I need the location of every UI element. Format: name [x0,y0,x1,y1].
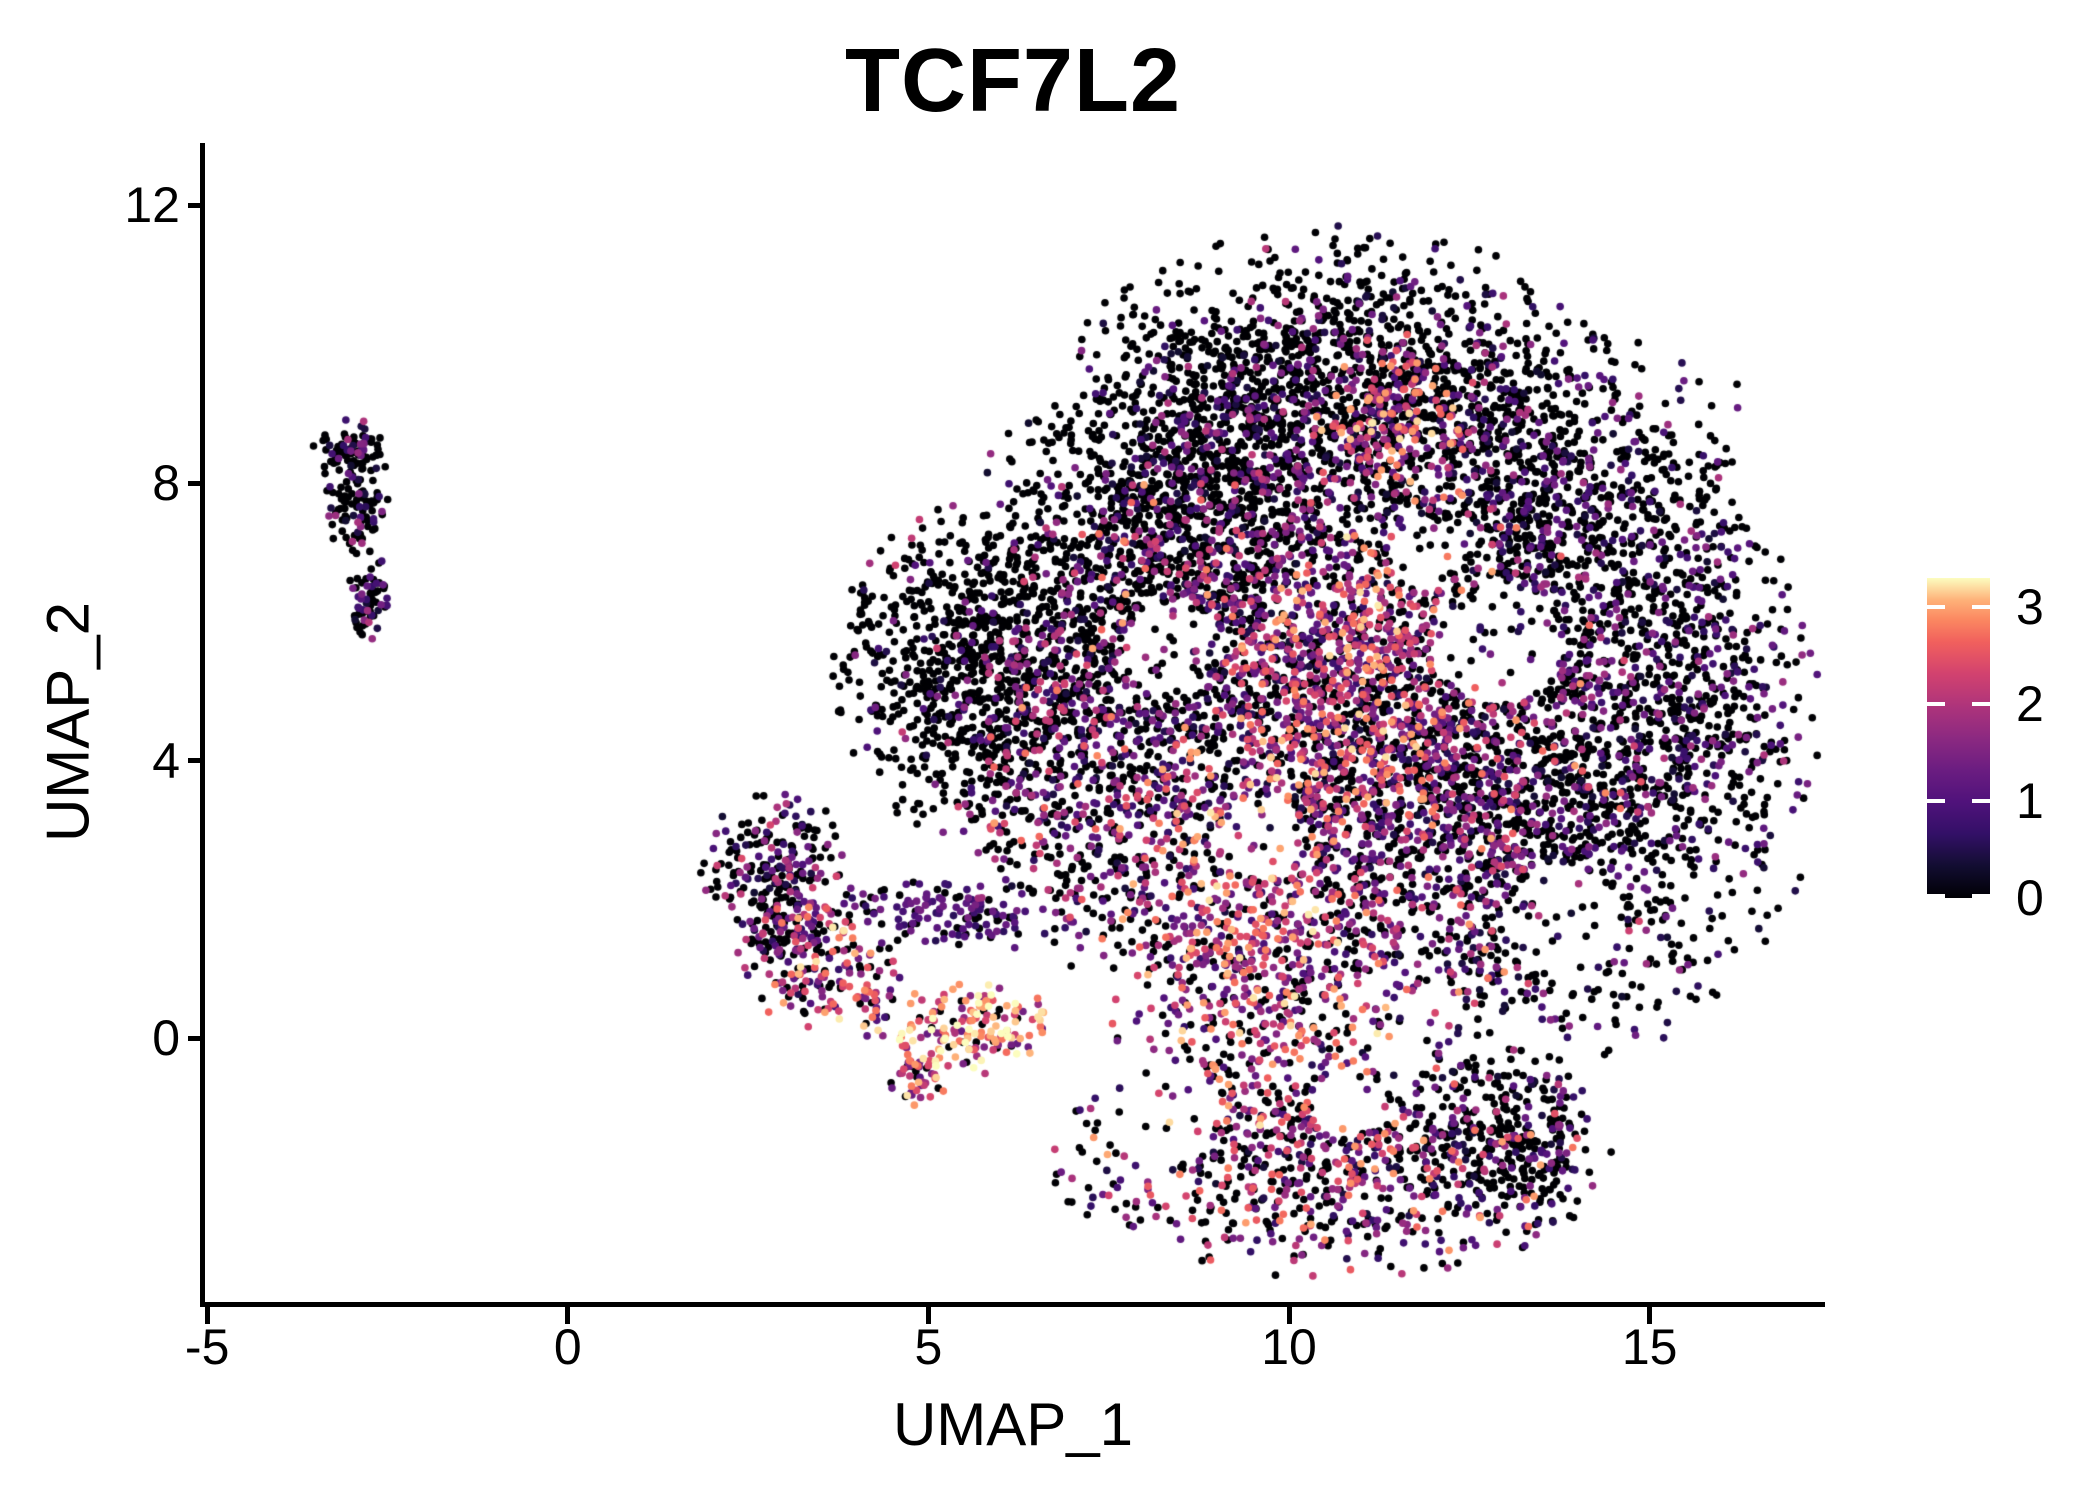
x-axis-title: UMAP_1 [892,1391,1134,1458]
y-tick-label: 8 [152,455,180,512]
colorbar-tick-label: 3 [2016,579,2044,636]
x-tick-mark [565,1307,571,1324]
x-tick-mark [1647,1307,1653,1324]
x-tick-mark [204,1307,210,1324]
colorbar-tick-label: 2 [2016,676,2044,733]
colorbar-tick-mark [1972,799,1990,804]
x-tick-label: 10 [1261,1319,1317,1375]
expression-colorbar [1927,578,1990,898]
y-tick-mark [188,202,205,208]
colorbar-tick-mark [1972,894,1990,898]
plot-title: TCF7L2 [844,31,1182,131]
colorbar-tick-mark [1927,605,1945,610]
plot-panel [200,143,1825,1307]
x-tick-label: 0 [553,1319,582,1375]
colorbar-tick-label: 0 [2016,870,2044,926]
y-tick-mark [188,1035,205,1041]
x-tick-label: -5 [184,1319,230,1375]
x-tick-mark [1286,1307,1292,1324]
y-axis-title: UMAP_2 [34,601,102,843]
colorbar-tick-mark [1927,799,1945,804]
colorbar-tick-mark [1927,894,1945,898]
y-tick-label: 4 [152,732,180,789]
y-tick-mark [188,758,205,764]
y-tick-label: 12 [124,177,180,234]
colorbar-tick-label: 1 [2016,773,2044,830]
colorbar-tick-mark [1927,702,1945,707]
y-tick-mark [188,480,205,486]
x-tick-label: 5 [914,1319,943,1375]
colorbar-tick-mark [1972,702,1990,707]
scatter-points-canvas [205,143,1822,1302]
x-tick-label: 15 [1621,1319,1678,1375]
y-tick-label: 0 [152,1010,180,1067]
colorbar-tick-mark [1972,605,1990,610]
x-tick-mark [925,1307,931,1324]
